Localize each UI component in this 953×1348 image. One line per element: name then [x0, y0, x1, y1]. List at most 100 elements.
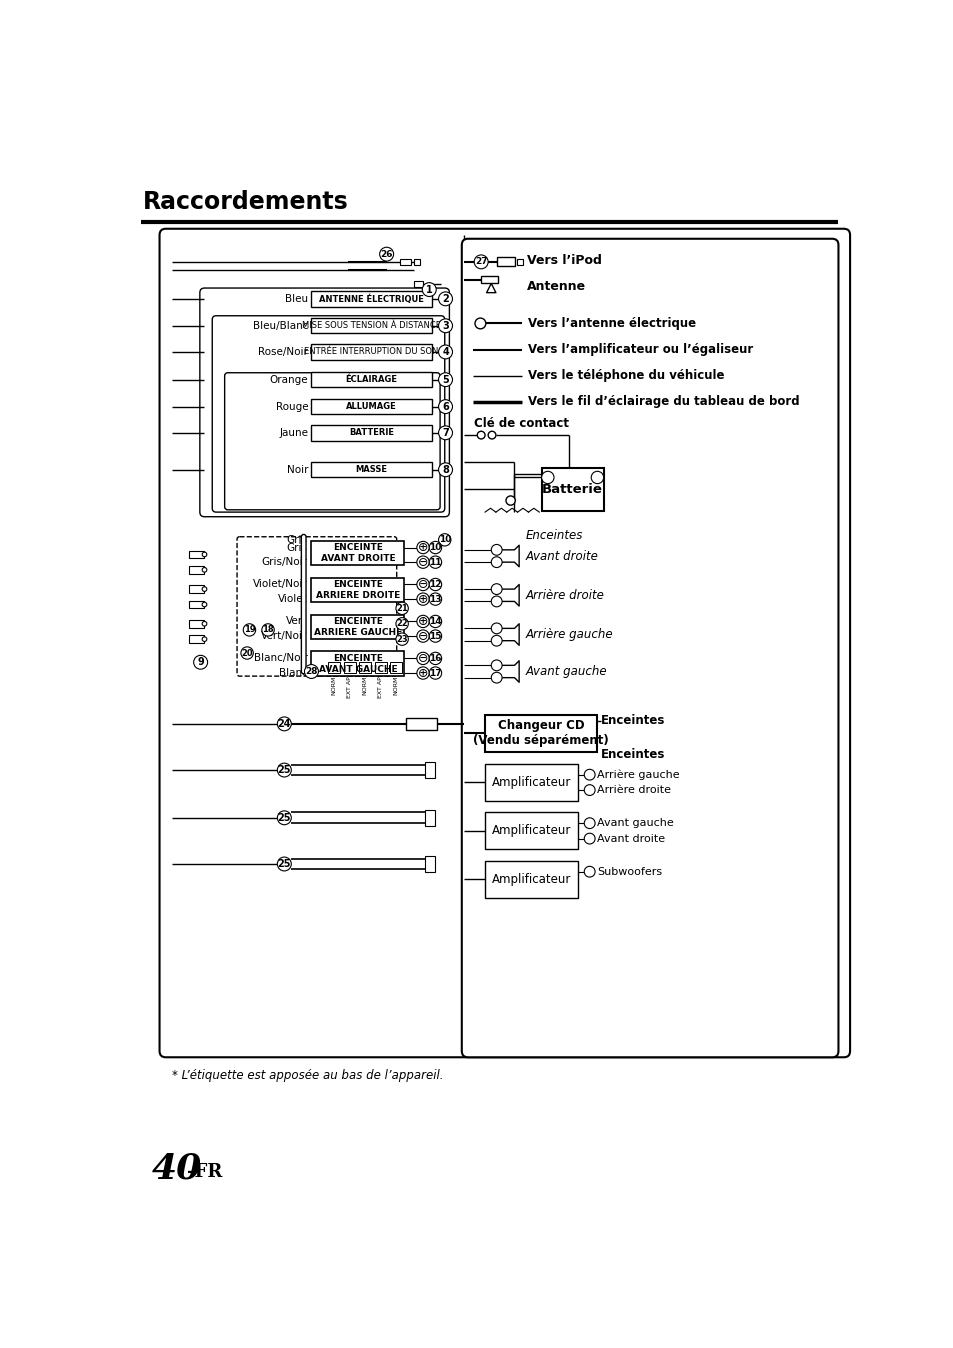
Bar — [406, 717, 436, 731]
Circle shape — [488, 431, 496, 439]
Text: −: − — [492, 673, 500, 682]
Text: Noir: Noir — [287, 465, 308, 474]
Circle shape — [429, 667, 441, 679]
Circle shape — [583, 818, 595, 829]
Text: −: − — [492, 636, 500, 646]
Text: +: + — [492, 584, 500, 594]
Text: 40: 40 — [152, 1153, 202, 1186]
Circle shape — [438, 345, 452, 359]
Bar — [311, 372, 431, 387]
Text: −: − — [542, 472, 552, 483]
Circle shape — [429, 652, 441, 665]
Text: NORM: NORM — [331, 677, 336, 696]
Text: Vert/Noir: Vert/Noir — [261, 631, 307, 642]
Circle shape — [491, 623, 501, 634]
Circle shape — [277, 763, 291, 776]
Bar — [497, 257, 515, 267]
Text: Antenne: Antenne — [526, 280, 585, 293]
FancyBboxPatch shape — [199, 288, 449, 516]
Text: Avant droite: Avant droite — [597, 833, 665, 844]
Bar — [311, 425, 431, 441]
Text: ENCEINTE
AVANT DROITE: ENCEINTE AVANT DROITE — [320, 543, 395, 562]
Text: Enceintes: Enceintes — [600, 748, 665, 762]
Circle shape — [491, 557, 501, 568]
Text: Batterie: Batterie — [541, 483, 602, 496]
Text: Vers l’amplificateur ou l’égaliseur: Vers l’amplificateur ou l’égaliseur — [528, 344, 753, 356]
Text: Bleu: Bleu — [285, 294, 308, 303]
Text: Bleu/Blanc: Bleu/Blanc — [253, 321, 308, 330]
Text: ⊕: ⊕ — [417, 593, 428, 605]
FancyBboxPatch shape — [159, 229, 849, 1057]
Circle shape — [438, 426, 452, 439]
Text: -FR: -FR — [187, 1163, 223, 1181]
Text: ⊖: ⊖ — [417, 578, 428, 590]
Text: EXT AP: EXT AP — [347, 677, 352, 698]
Text: −: − — [585, 833, 593, 844]
Text: NORM: NORM — [362, 677, 367, 696]
Bar — [189, 601, 204, 608]
Text: Changeur CD
(Vendu séparément): Changeur CD (Vendu séparément) — [473, 718, 608, 747]
Bar — [484, 861, 578, 898]
Circle shape — [438, 293, 452, 306]
Circle shape — [429, 615, 441, 628]
Bar — [425, 810, 435, 825]
Circle shape — [438, 319, 452, 333]
Text: Raccordements: Raccordements — [142, 190, 348, 214]
Circle shape — [438, 400, 452, 414]
Text: 11: 11 — [429, 558, 441, 566]
Text: Vers le fil d’éclairage du tableau de bord: Vers le fil d’éclairage du tableau de bo… — [528, 395, 800, 408]
Circle shape — [193, 655, 208, 669]
Circle shape — [416, 578, 429, 590]
Text: =: = — [416, 717, 427, 731]
Text: +: + — [592, 472, 601, 483]
Text: 25: 25 — [277, 766, 291, 775]
Bar — [480, 276, 497, 283]
Text: 25: 25 — [277, 859, 291, 869]
Circle shape — [261, 624, 274, 636]
Text: Blanc/Noir: Blanc/Noir — [253, 654, 307, 663]
Text: 10: 10 — [429, 543, 441, 553]
Text: Avant gauche: Avant gauche — [597, 818, 674, 828]
Text: Gris/Noir: Gris/Noir — [261, 557, 307, 568]
Bar — [484, 764, 578, 801]
Bar — [311, 651, 404, 677]
Circle shape — [395, 617, 408, 630]
Text: 21: 21 — [395, 604, 408, 613]
Circle shape — [429, 578, 441, 590]
Circle shape — [491, 545, 501, 555]
Bar — [328, 662, 340, 673]
Text: 22: 22 — [395, 619, 408, 628]
Text: −: − — [492, 557, 500, 568]
Text: Enceintes: Enceintes — [600, 714, 665, 728]
Text: ⊕: ⊕ — [417, 615, 428, 628]
Text: Blanc: Blanc — [278, 669, 307, 678]
Text: ⊖: ⊖ — [417, 630, 428, 643]
Bar — [484, 714, 597, 752]
Circle shape — [277, 717, 291, 731]
Bar — [414, 259, 419, 266]
Text: 28: 28 — [305, 667, 317, 675]
Text: 3: 3 — [441, 321, 449, 330]
Text: 19: 19 — [243, 625, 255, 635]
Text: Arrière droite: Arrière droite — [597, 785, 671, 795]
Circle shape — [395, 634, 408, 646]
FancyBboxPatch shape — [224, 373, 439, 510]
Circle shape — [241, 647, 253, 659]
Text: Amplificateur: Amplificateur — [492, 825, 571, 837]
Circle shape — [202, 586, 207, 592]
Text: BATTERIE: BATTERIE — [349, 429, 394, 437]
Circle shape — [277, 811, 291, 825]
Circle shape — [416, 593, 429, 605]
Circle shape — [416, 630, 429, 642]
Text: 6: 6 — [441, 402, 449, 411]
Bar — [311, 577, 404, 603]
Circle shape — [416, 615, 429, 628]
Text: Avant droite: Avant droite — [525, 550, 598, 562]
Text: NORM: NORM — [393, 677, 398, 696]
Circle shape — [491, 661, 501, 671]
Text: Gris: Gris — [286, 535, 307, 545]
Circle shape — [583, 833, 595, 844]
Circle shape — [491, 584, 501, 594]
Circle shape — [505, 496, 515, 506]
Circle shape — [304, 665, 318, 678]
